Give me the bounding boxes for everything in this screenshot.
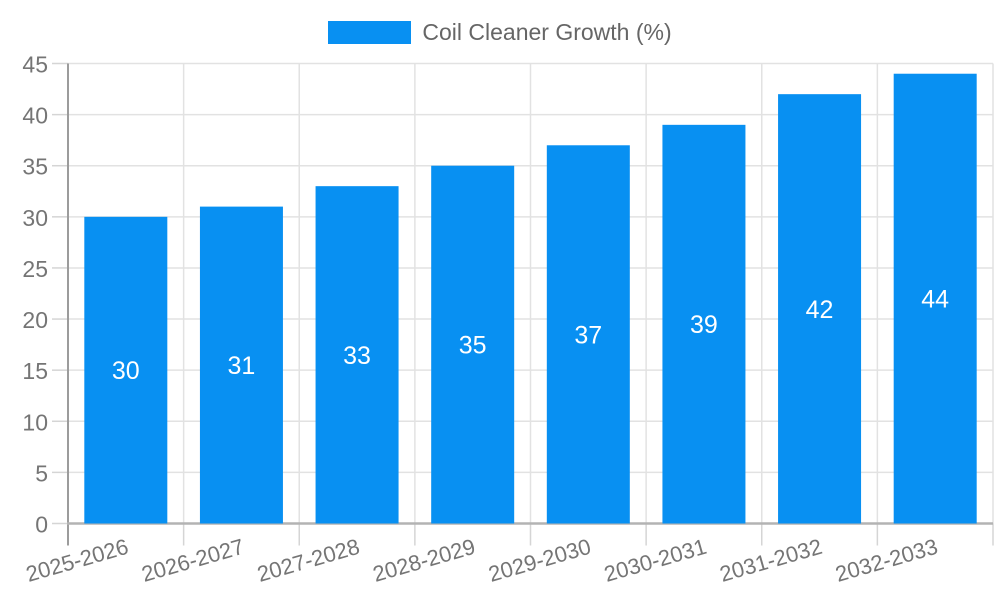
- bar-value-label: 44: [921, 286, 949, 314]
- bar-value-label: 42: [806, 296, 834, 324]
- y-tick-label: 20: [22, 307, 48, 333]
- y-tick-label: 10: [22, 409, 48, 435]
- legend-label: Coil Cleaner Growth (%): [422, 19, 672, 45]
- y-tick-label: 5: [35, 460, 48, 486]
- y-tick-label: 40: [22, 103, 48, 129]
- bar-value-label: 30: [112, 357, 140, 385]
- legend[interactable]: Coil Cleaner Growth (%): [0, 19, 1000, 46]
- x-category-label: 2026-2027: [139, 534, 247, 587]
- bar-value-label: 35: [459, 332, 487, 360]
- x-category-label: 2025-2026: [23, 534, 131, 587]
- y-tick-label: 0: [35, 512, 48, 538]
- bar-value-label: 31: [228, 352, 256, 380]
- x-category-label: 2028-2029: [370, 534, 478, 587]
- y-tick-label: 25: [22, 256, 48, 282]
- y-tick-label: 45: [22, 52, 48, 78]
- y-tick-label: 35: [22, 154, 48, 180]
- x-category-label: 2027-2028: [254, 534, 362, 587]
- legend-swatch: [328, 21, 412, 44]
- bar-value-label: 37: [574, 321, 602, 349]
- x-category-label: 2032-2033: [833, 534, 941, 587]
- y-tick-label: 15: [22, 358, 48, 384]
- x-category-label: 2030-2031: [601, 534, 709, 587]
- y-tick-label: 30: [22, 205, 48, 231]
- x-category-label: 2031-2032: [717, 534, 825, 587]
- bar-value-label: 39: [690, 311, 718, 339]
- bar-value-label: 33: [343, 342, 371, 370]
- x-category-label: 2029-2030: [486, 534, 594, 587]
